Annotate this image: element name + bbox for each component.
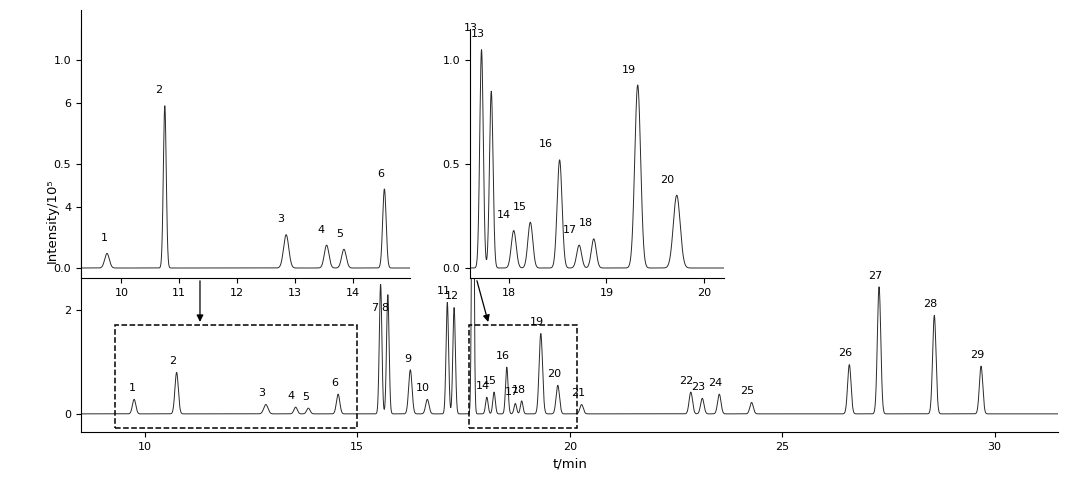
Text: 20: 20 — [660, 175, 674, 185]
Bar — [469, 324, 578, 428]
Text: 27: 27 — [867, 271, 882, 281]
Text: 14: 14 — [475, 381, 489, 391]
Text: 1: 1 — [100, 233, 108, 243]
Text: 5: 5 — [302, 392, 309, 402]
Text: 4: 4 — [287, 391, 295, 401]
Text: 16: 16 — [539, 139, 553, 149]
Text: 20: 20 — [546, 369, 561, 379]
Text: 24: 24 — [707, 378, 723, 388]
Text: 5: 5 — [336, 229, 343, 239]
Text: 11: 11 — [436, 286, 450, 296]
Text: 23: 23 — [691, 382, 705, 392]
Text: 3: 3 — [258, 388, 265, 398]
Text: 19: 19 — [529, 317, 543, 327]
Text: 13: 13 — [464, 23, 478, 33]
Text: 6: 6 — [332, 378, 339, 388]
Text: 28: 28 — [923, 299, 937, 309]
Text: 17: 17 — [564, 225, 578, 235]
Text: 8: 8 — [381, 303, 389, 313]
Text: 1: 1 — [129, 383, 135, 393]
Text: 12: 12 — [445, 291, 459, 301]
Text: 18: 18 — [512, 384, 526, 395]
Bar — [114, 324, 357, 428]
X-axis label: t/min: t/min — [552, 457, 588, 470]
Text: 18: 18 — [579, 218, 593, 228]
Text: 13: 13 — [471, 29, 485, 39]
Text: 29: 29 — [970, 350, 984, 360]
Y-axis label: Intensity/10⁵: Intensity/10⁵ — [45, 179, 58, 263]
Text: 10: 10 — [416, 383, 430, 393]
Text: 25: 25 — [740, 386, 755, 396]
Text: 3: 3 — [276, 214, 284, 224]
Text: 16: 16 — [496, 351, 510, 361]
Text: 9: 9 — [404, 354, 410, 363]
Text: 6: 6 — [377, 168, 383, 179]
Text: 7: 7 — [372, 303, 379, 313]
Text: 17: 17 — [504, 387, 519, 397]
Text: 15: 15 — [513, 202, 527, 212]
Text: 21: 21 — [571, 388, 585, 398]
Text: 2: 2 — [156, 85, 163, 96]
Text: 26: 26 — [838, 348, 852, 359]
Text: 19: 19 — [622, 65, 636, 74]
Text: 2: 2 — [168, 356, 176, 366]
Text: 14: 14 — [497, 210, 511, 220]
Text: 22: 22 — [679, 376, 693, 386]
Text: 15: 15 — [483, 376, 497, 386]
Text: 4: 4 — [318, 225, 324, 235]
